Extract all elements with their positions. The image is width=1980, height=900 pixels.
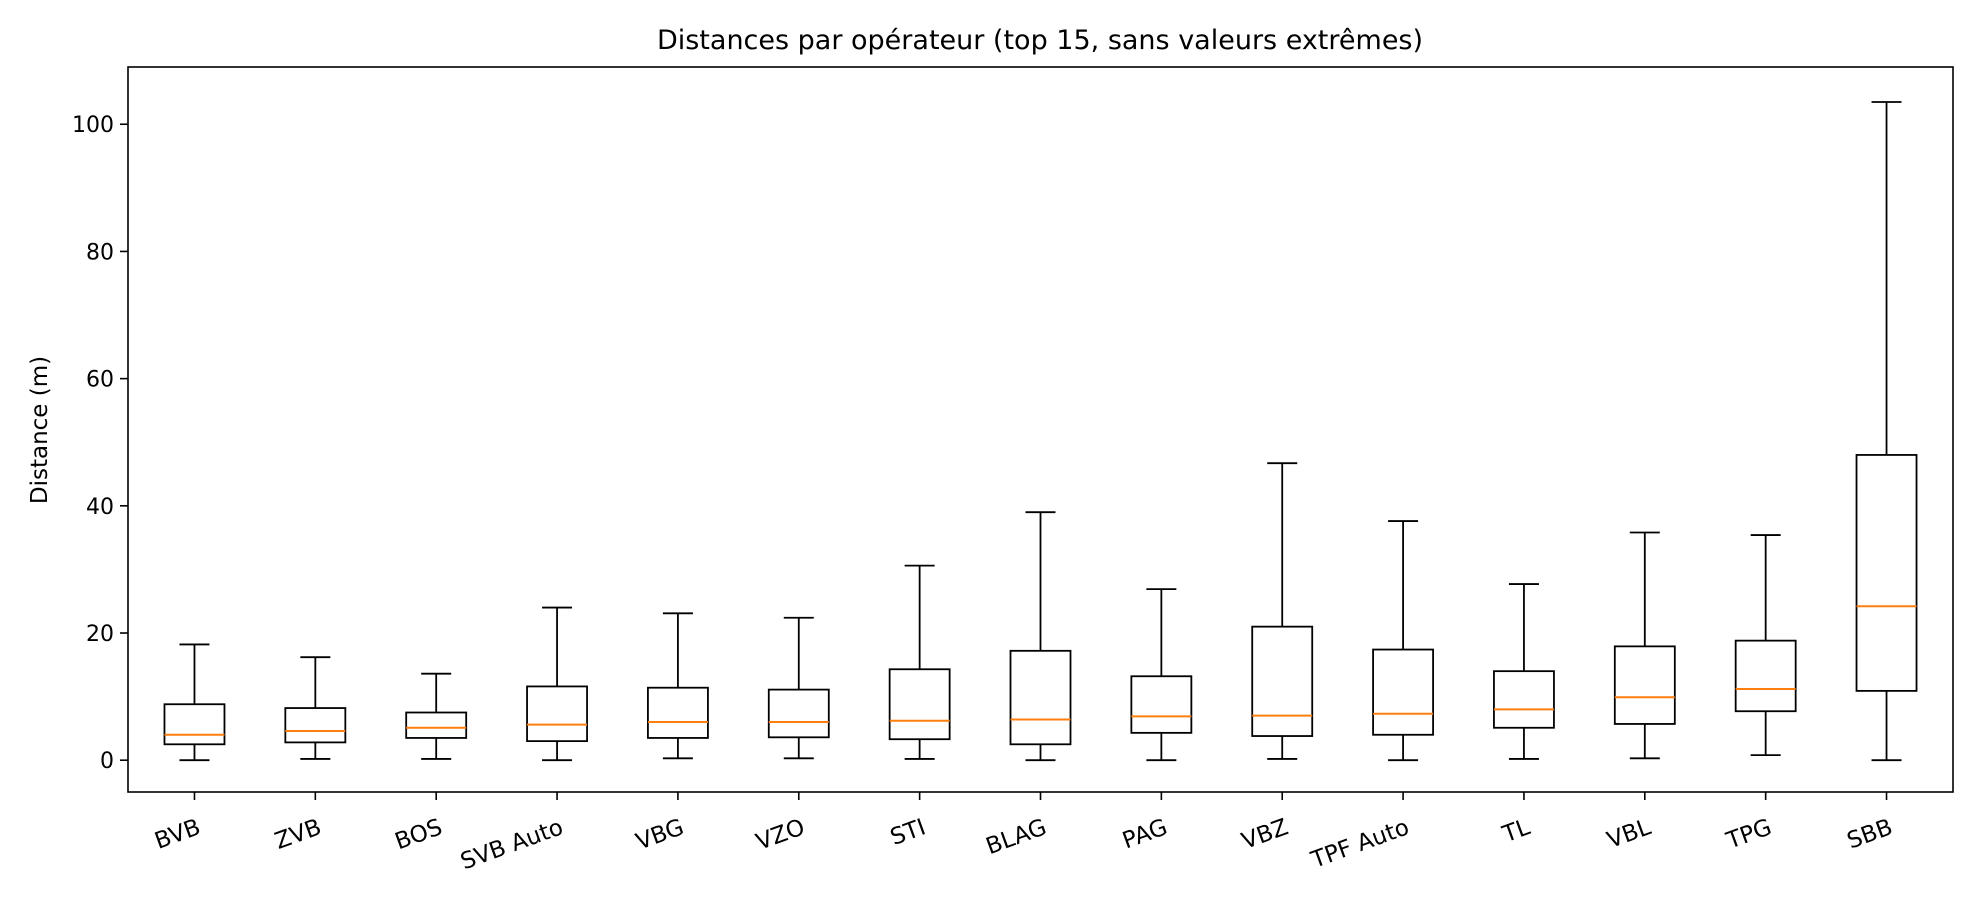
- box-iqr: [1493, 670, 1555, 729]
- box-iqr: [1855, 454, 1918, 692]
- plot-area: [163, 101, 1918, 762]
- y-tick-label: 60: [86, 368, 114, 393]
- box-iqr: [163, 703, 226, 746]
- box-vzo: [767, 616, 830, 760]
- plot-frame: [127, 66, 1954, 793]
- chart-title: Distances par opérateur (top 15, sans va…: [657, 25, 1423, 56]
- box-iqr: [1372, 648, 1434, 736]
- box-iqr: [284, 707, 347, 744]
- y-axis: 0 20 40 60 80 100: [72, 113, 128, 774]
- box-zvb: [284, 656, 347, 760]
- y-axis-label: Distance (m): [27, 356, 53, 504]
- box-sbb: [1855, 101, 1918, 762]
- box-blag: [1009, 511, 1072, 762]
- box-iqr: [647, 686, 709, 739]
- box-iqr: [1009, 649, 1072, 746]
- box-iqr: [1734, 639, 1797, 713]
- y-tick-label: 20: [86, 622, 114, 647]
- box-tpg: [1734, 534, 1797, 757]
- box-sti: [888, 564, 951, 760]
- box-vbz: [1251, 462, 1314, 760]
- box-iqr: [1130, 675, 1193, 734]
- box-vbg: [647, 612, 709, 760]
- box-iqr: [888, 668, 951, 741]
- box-vbl: [1613, 531, 1676, 760]
- box-tpf-auto: [1372, 520, 1434, 762]
- y-tick-label: 0: [100, 749, 114, 774]
- y-tick-label: 40: [86, 495, 114, 520]
- box-pag: [1130, 588, 1193, 762]
- box-iqr: [767, 688, 830, 739]
- box-tl: [1493, 583, 1555, 760]
- y-tick-label: 80: [86, 240, 114, 265]
- box-iqr: [1613, 645, 1676, 725]
- box-bvb: [163, 643, 226, 762]
- box-iqr: [1251, 625, 1314, 737]
- box-iqr: [526, 685, 588, 743]
- box-iqr: [405, 711, 468, 739]
- box-bos: [405, 672, 468, 760]
- y-tick-label: 100: [72, 113, 114, 138]
- box-svb-auto: [526, 606, 588, 762]
